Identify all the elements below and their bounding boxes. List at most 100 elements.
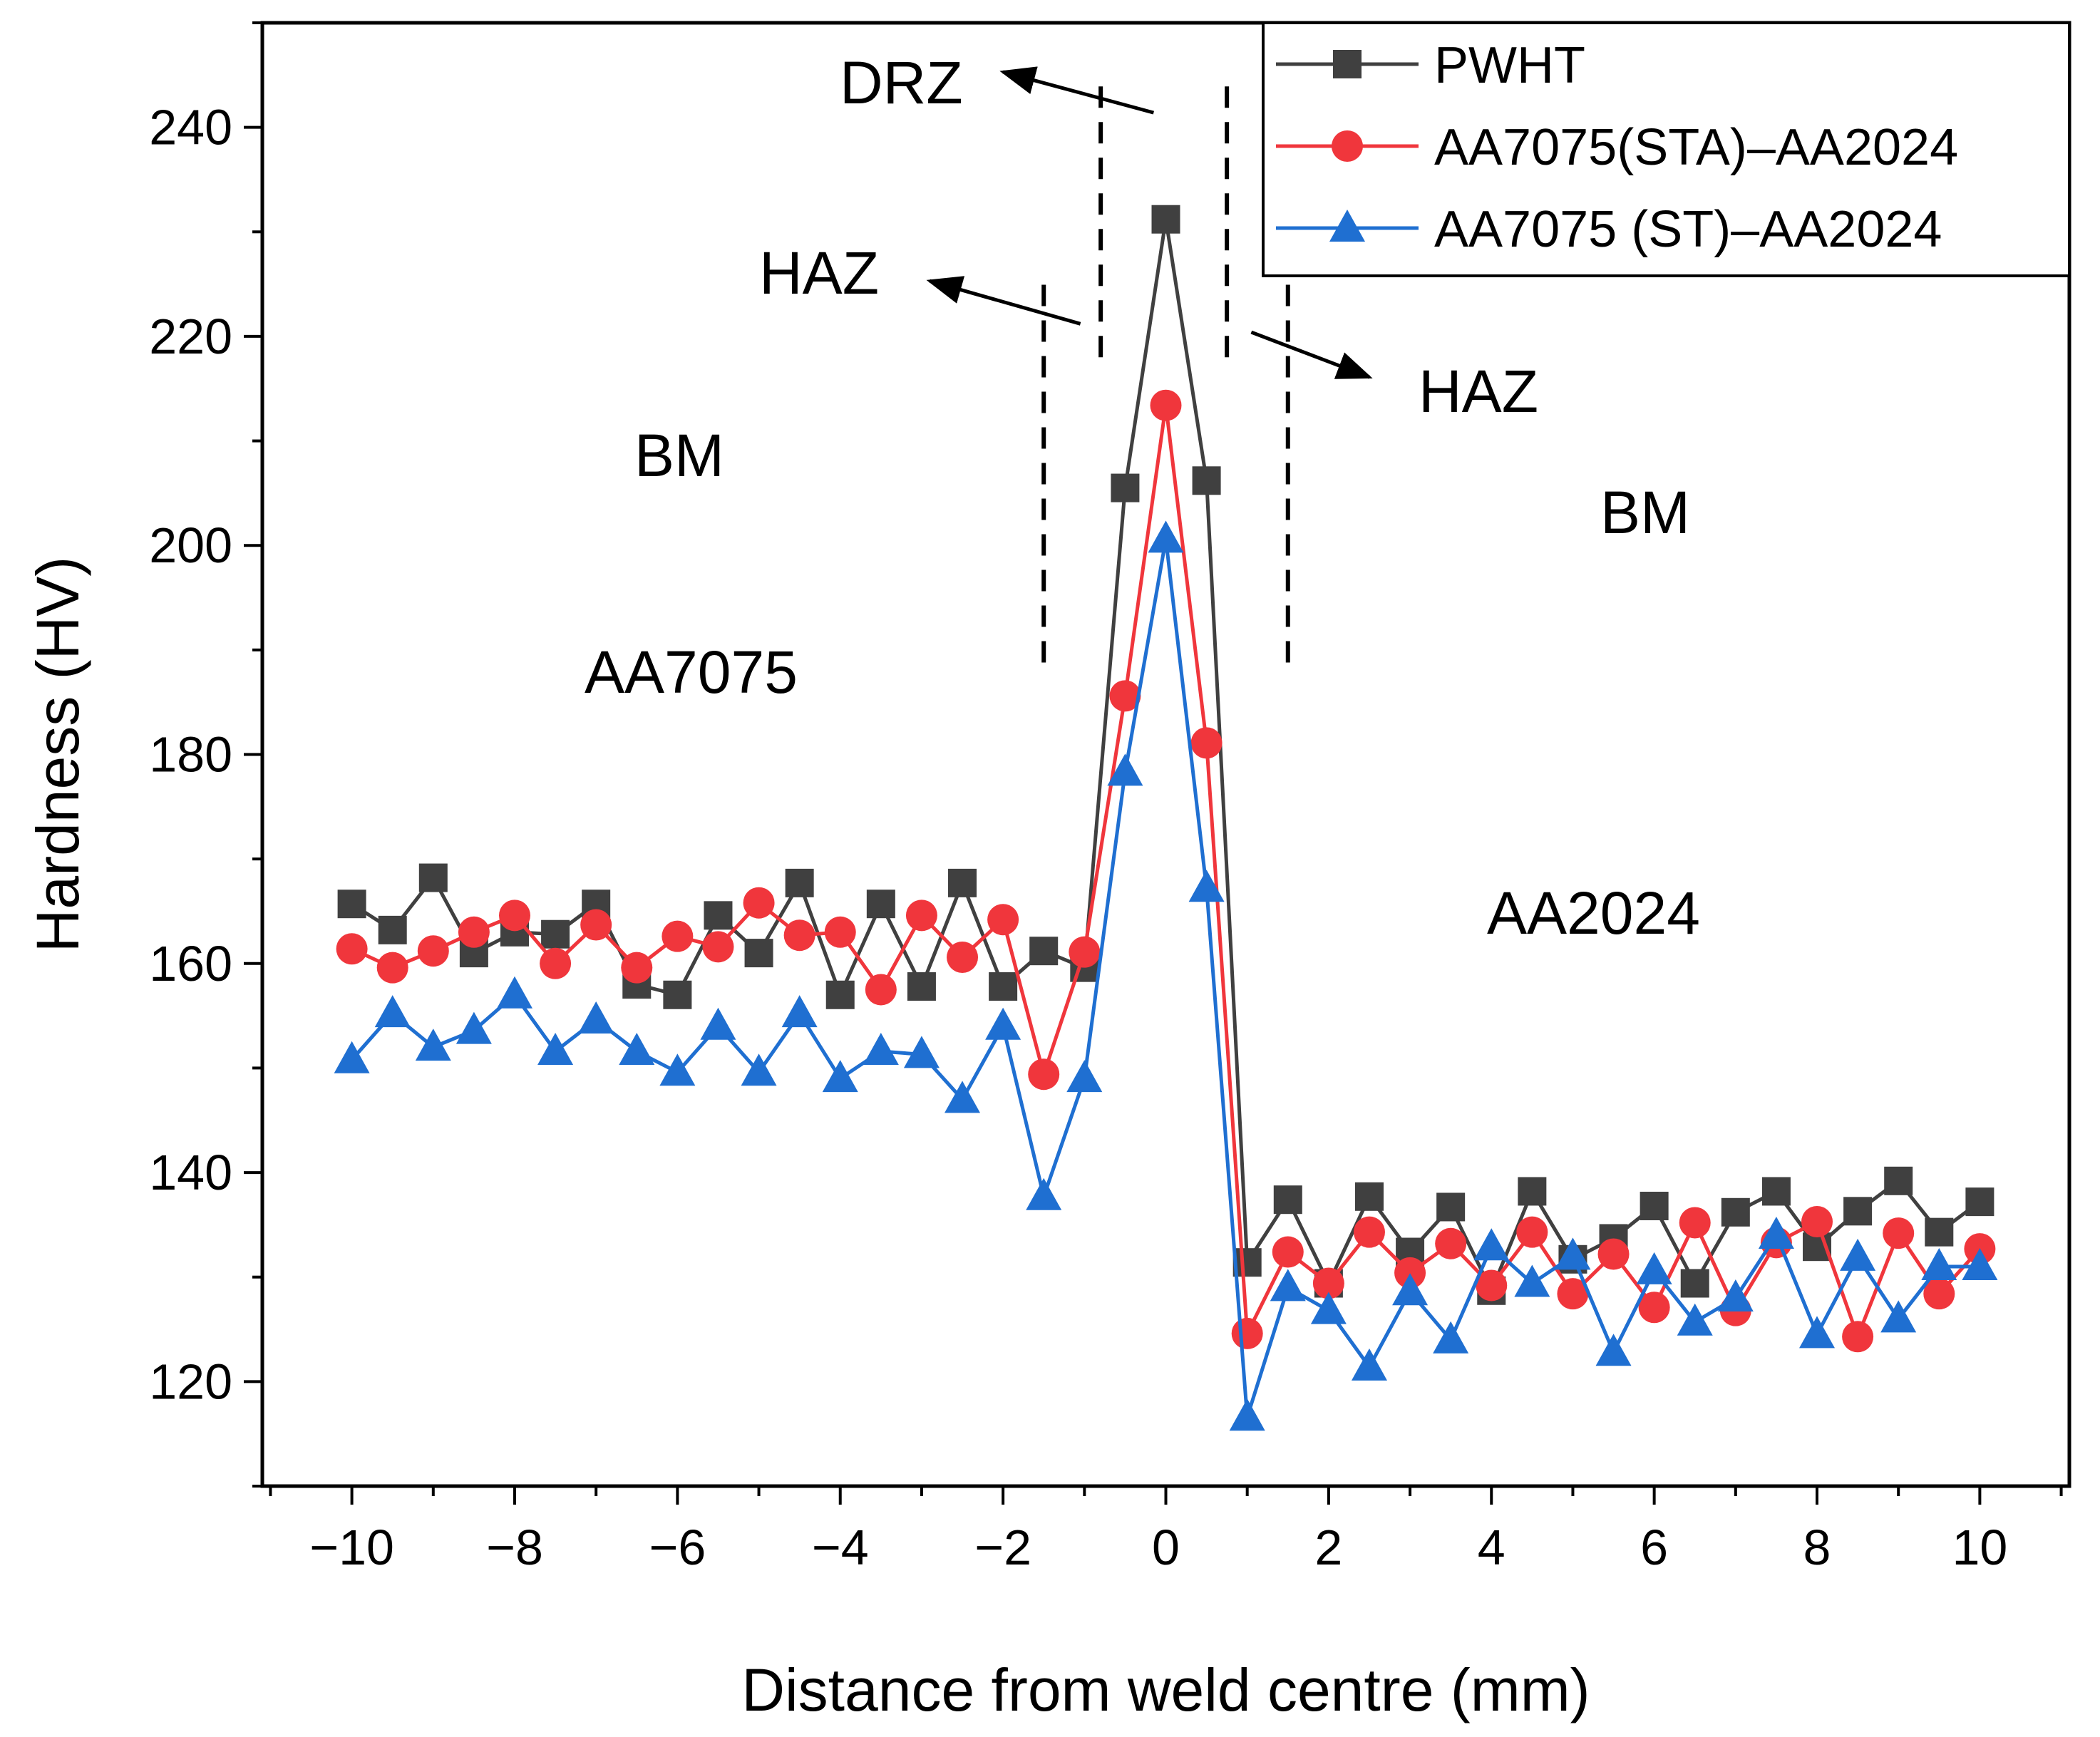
data-point	[945, 1081, 981, 1113]
data-point	[334, 1041, 370, 1073]
data-point	[947, 941, 979, 973]
annotation-arrow	[999, 66, 1155, 115]
data-point	[1107, 753, 1143, 786]
annotation-arrow	[926, 276, 1081, 326]
data-point	[1273, 1185, 1302, 1215]
data-point	[1597, 1238, 1630, 1270]
data-point	[1111, 473, 1140, 502]
data-point	[1188, 870, 1225, 902]
data-point	[1148, 520, 1184, 553]
data-point	[1843, 1197, 1873, 1226]
x-tick-label: −10	[309, 1520, 394, 1575]
data-point	[337, 890, 366, 919]
legend-swatch-marker	[1332, 130, 1363, 162]
y-tick-label: 240	[149, 100, 232, 155]
data-point	[1392, 1273, 1429, 1306]
data-point	[621, 952, 653, 984]
data-point	[1721, 1197, 1750, 1227]
data-point	[865, 974, 897, 1006]
data-point	[1640, 1191, 1669, 1220]
data-point	[702, 931, 734, 963]
data-point	[903, 1036, 940, 1068]
data-point	[1758, 1217, 1794, 1249]
data-point	[1923, 1278, 1955, 1310]
data-point	[537, 1032, 574, 1065]
data-point	[418, 863, 448, 892]
data-point	[1638, 1292, 1670, 1324]
data-point	[907, 972, 936, 1001]
data-point	[1029, 937, 1059, 966]
data-point	[825, 980, 855, 1009]
data-point	[1595, 1334, 1632, 1366]
legend-label: AA7075 (ST)–AA2024	[1434, 201, 1942, 258]
data-point	[1109, 680, 1141, 712]
data-point	[378, 915, 407, 944]
x-tick-label: −8	[486, 1520, 543, 1575]
data-point	[1433, 1321, 1469, 1354]
data-point	[1231, 1317, 1263, 1349]
data-point	[989, 972, 1018, 1001]
data-point	[1921, 1248, 1957, 1281]
data-point	[336, 933, 368, 965]
data-point	[1717, 1279, 1754, 1312]
annotation-arrows	[926, 66, 1373, 379]
data-point	[580, 909, 612, 941]
x-axis-title: Distance from weld centre (mm)	[741, 1656, 1590, 1723]
data-point	[1436, 1192, 1466, 1222]
data-point	[1842, 1321, 1874, 1353]
legend-label: AA7075(STA)–AA2024	[1434, 119, 1958, 176]
data-point	[578, 1001, 614, 1034]
data-point	[663, 980, 692, 1009]
data-point	[783, 919, 815, 952]
data-point	[1880, 1300, 1917, 1333]
data-point	[866, 890, 895, 919]
data-point	[700, 1007, 736, 1040]
data-point	[1150, 389, 1182, 421]
series-1	[336, 389, 1996, 1353]
x-tick-label: 2	[1314, 1520, 1342, 1575]
data-point	[1962, 1248, 1998, 1281]
zone-boundary-lines	[1041, 75, 1290, 663]
data-point	[659, 1053, 696, 1086]
annotation-drz: DRZ	[840, 49, 963, 116]
data-point	[987, 904, 1019, 936]
annotation-haz-left: HAZ	[759, 239, 879, 306]
data-point	[1229, 1398, 1265, 1431]
data-point	[1435, 1227, 1467, 1259]
annotation-bm-left: BM	[634, 422, 724, 489]
annotation-alloy-left: AA7075	[585, 639, 798, 706]
data-point	[1677, 1303, 1713, 1336]
data-point	[704, 901, 733, 930]
data-point	[496, 976, 532, 1009]
series-layer	[334, 205, 1998, 1431]
data-point	[1351, 1348, 1387, 1381]
data-point	[863, 1032, 899, 1065]
x-tick-label: 4	[1478, 1520, 1505, 1575]
data-point	[662, 920, 694, 952]
x-tick-label: 8	[1803, 1520, 1831, 1575]
data-point	[1069, 936, 1101, 968]
data-point	[1026, 1177, 1062, 1210]
data-point	[1310, 1292, 1347, 1324]
data-point	[1636, 1252, 1672, 1284]
x-tick-label: 10	[1952, 1520, 2007, 1575]
data-point	[1066, 1060, 1103, 1093]
data-point	[1799, 1316, 1836, 1349]
annotation-alloy-right: AA2024	[1487, 880, 1700, 947]
data-point	[948, 868, 977, 897]
data-point	[785, 868, 814, 897]
data-point	[1151, 205, 1180, 234]
data-point	[1476, 1269, 1508, 1302]
x-tick-label: −4	[812, 1520, 869, 1575]
y-tick-label: 120	[149, 1354, 232, 1409]
data-point	[822, 1060, 858, 1093]
data-point	[1190, 727, 1223, 759]
x-tick-label: −6	[649, 1520, 706, 1575]
data-point	[417, 935, 449, 967]
data-point	[376, 952, 408, 984]
data-point	[1925, 1217, 1954, 1247]
y-tick-label: 200	[149, 517, 232, 573]
data-point	[498, 900, 530, 932]
data-point	[1680, 1269, 1709, 1298]
legend-label: PWHT	[1434, 37, 1585, 94]
